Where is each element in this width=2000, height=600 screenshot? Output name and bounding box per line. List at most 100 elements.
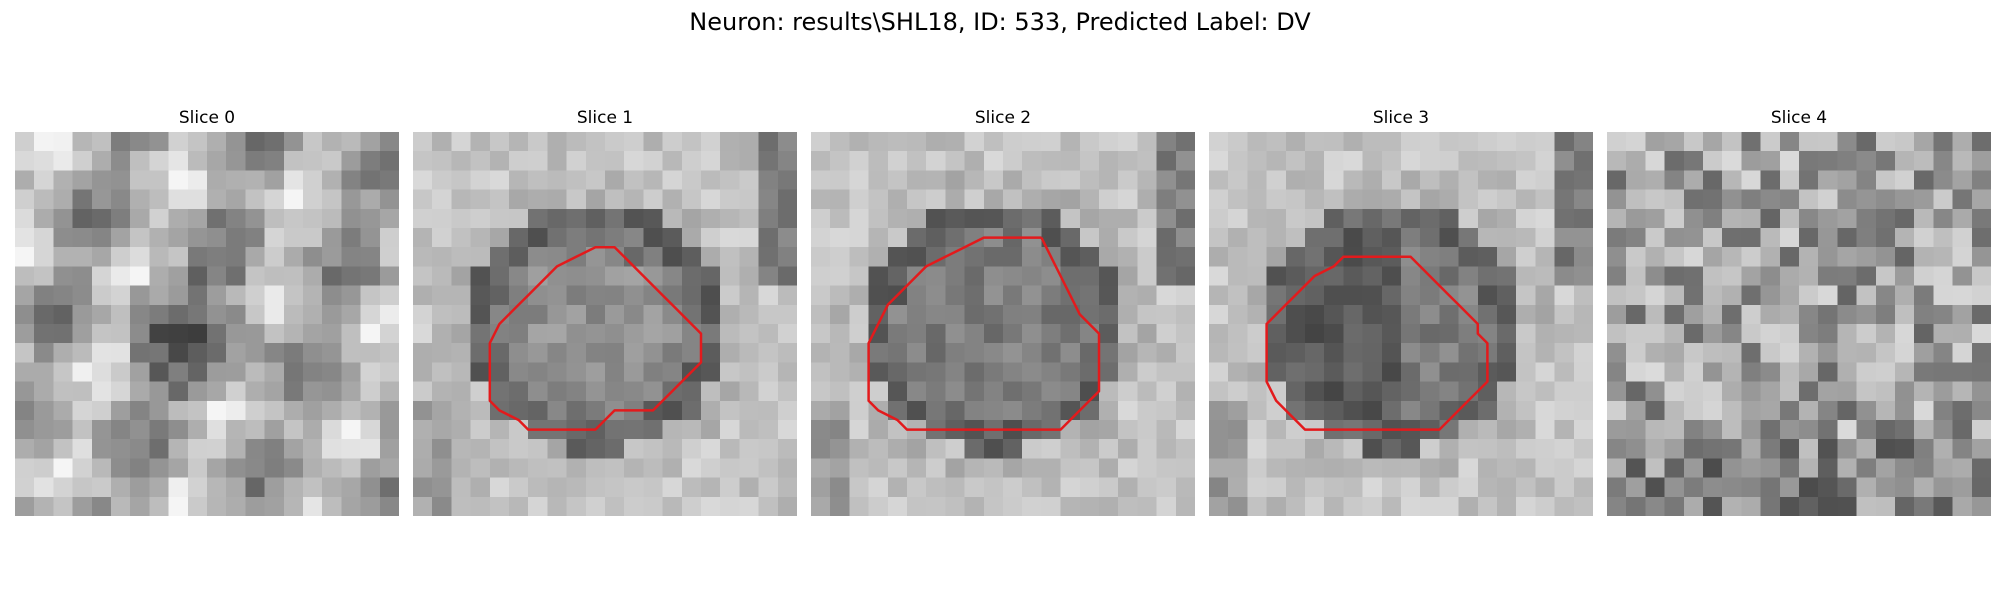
pixel <box>1626 151 1646 171</box>
pixel <box>207 247 227 267</box>
pixel <box>945 400 965 421</box>
pixel <box>470 228 491 248</box>
pixel <box>1703 304 1723 325</box>
pixel <box>264 362 285 382</box>
pixel <box>72 132 93 152</box>
pixel <box>662 170 683 190</box>
pixel <box>1933 151 1953 171</box>
pixel <box>53 381 73 402</box>
pixel <box>53 266 73 286</box>
pixel <box>926 304 946 325</box>
pixel <box>1118 477 1138 498</box>
pixel <box>1175 496 1195 516</box>
pixel <box>303 151 323 171</box>
pixel <box>758 228 779 248</box>
pixel <box>1247 285 1267 306</box>
pixel <box>1971 285 1991 306</box>
pixel <box>528 266 548 286</box>
pixel <box>489 208 510 229</box>
pixel <box>720 381 740 402</box>
pixel <box>149 151 169 171</box>
pixel <box>1722 228 1742 248</box>
pixel <box>509 228 529 248</box>
pixel <box>283 228 304 248</box>
pixel <box>868 304 889 325</box>
pixel <box>1401 304 1421 325</box>
pixel <box>432 132 452 152</box>
pixel <box>868 247 889 267</box>
pixel <box>1420 496 1440 516</box>
pixel <box>245 266 265 286</box>
pixel <box>1779 381 1800 402</box>
pixel <box>1645 381 1665 402</box>
pixel <box>1971 228 1991 248</box>
pixel <box>1779 132 1800 152</box>
pixel <box>1971 420 1991 440</box>
pixel <box>868 381 889 402</box>
pixel <box>1137 343 1157 363</box>
pixel <box>1837 400 1857 421</box>
pixel <box>34 439 54 459</box>
pixel <box>739 496 759 516</box>
pixel <box>1971 458 1991 478</box>
pixel <box>91 208 112 229</box>
pixel <box>547 132 567 152</box>
pixel <box>130 285 150 306</box>
pixel <box>849 362 869 382</box>
pixel <box>1626 362 1646 382</box>
pixel <box>1420 189 1440 210</box>
pixel <box>945 228 965 248</box>
pixel <box>830 247 850 267</box>
slice-image-4 <box>1607 132 1991 516</box>
pixel <box>187 285 208 306</box>
pixel <box>1760 285 1781 306</box>
pixel <box>1645 362 1665 382</box>
pixel <box>91 439 112 459</box>
pixel <box>907 285 927 306</box>
pixel <box>1156 458 1177 478</box>
pixel <box>1875 477 1896 498</box>
pixel <box>1022 285 1042 306</box>
pixel <box>1022 458 1042 478</box>
pixel <box>1079 285 1100 306</box>
pixel <box>1079 439 1100 459</box>
pixel <box>1022 496 1042 516</box>
pixel <box>1875 343 1896 363</box>
pixel <box>1573 343 1593 363</box>
pixel <box>1952 420 1973 440</box>
pixel <box>168 247 189 267</box>
pixel <box>739 439 759 459</box>
slice-title-4: Slice 4 <box>1770 108 1828 128</box>
pixel <box>1516 362 1536 382</box>
pixel <box>1079 458 1100 478</box>
pixel <box>643 343 663 363</box>
pixel <box>149 362 169 382</box>
pixel <box>662 228 683 248</box>
pixel <box>1003 208 1023 229</box>
pixel <box>1022 189 1042 210</box>
pixel <box>907 151 927 171</box>
pixel <box>72 477 93 498</box>
pixel <box>1779 477 1800 498</box>
pixel <box>91 228 112 248</box>
pixel <box>1607 400 1627 421</box>
pixel <box>926 132 946 152</box>
pixel <box>1573 170 1593 190</box>
pixel <box>91 362 112 382</box>
pixel <box>1420 304 1440 325</box>
pixel <box>264 496 285 516</box>
pixel <box>226 208 246 229</box>
pixel <box>1722 400 1742 421</box>
pixel <box>887 151 908 171</box>
pixel <box>1914 439 1934 459</box>
pixel <box>1760 477 1781 498</box>
pixel <box>1645 208 1665 229</box>
pixel <box>1722 324 1742 344</box>
pixel <box>624 381 644 402</box>
pixel <box>720 170 740 190</box>
pixel <box>528 247 548 267</box>
pixel <box>1626 420 1646 440</box>
pixel <box>1477 496 1498 516</box>
pixel <box>245 151 265 171</box>
pixel <box>701 285 721 306</box>
